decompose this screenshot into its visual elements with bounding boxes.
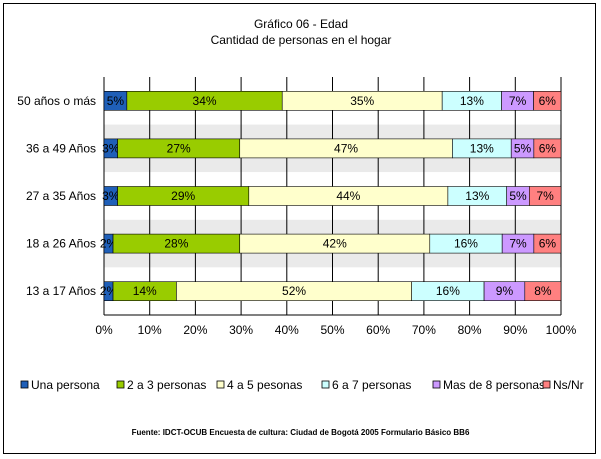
legend-swatch — [432, 380, 441, 389]
data-label: 34% — [193, 94, 217, 108]
data-label: 27% — [167, 141, 191, 155]
chart-subtitle: Cantidad de personas en el hogar — [211, 33, 392, 47]
x-tick-label: 40% — [275, 323, 299, 337]
legend-swatch — [321, 380, 330, 389]
data-label: 13% — [470, 141, 494, 155]
x-tick-label: 10% — [138, 323, 162, 337]
x-tick-label: 50% — [320, 323, 344, 337]
data-label: 16% — [436, 284, 460, 298]
x-tick-label: 0% — [95, 323, 113, 337]
data-label: 7% — [509, 94, 527, 108]
data-label: 44% — [336, 189, 360, 203]
x-tick-label: 60% — [366, 323, 390, 337]
bar-segments: 5% 34% 35% 13% 7% 6% 3% 27% 47% 13% 5% 6% 3% 29% 44% 13… — [100, 91, 562, 302]
bar-segment — [529, 186, 562, 206]
data-label: 3% — [102, 141, 120, 155]
legend-label: 4 a 5 pesonas — [227, 378, 302, 392]
legend-swatch — [116, 380, 125, 389]
legend: Una persona 2 a 3 personas 4 a 5 pesonas 6 … — [20, 378, 584, 392]
data-label: 42% — [323, 237, 347, 251]
legend-swatch — [216, 380, 225, 389]
x-tick-label: 70% — [412, 323, 436, 337]
x-tick-labels: 0% 10% 20% 30% 40% 50% 60% 70% 80% 90% 100% — [95, 323, 576, 337]
data-label: 6% — [539, 141, 557, 155]
bar-segment — [524, 281, 562, 302]
chart-title: Gráfico 06 - Edad — [254, 17, 348, 31]
data-label: 47% — [334, 141, 358, 155]
legend-label: Mas de 8 personas — [443, 378, 545, 392]
category-label: 36 a 49 Años — [26, 141, 96, 155]
data-label: 14% — [133, 284, 157, 298]
bar-segment — [533, 233, 562, 254]
data-label: 16% — [454, 237, 478, 251]
x-tick-label: 20% — [183, 323, 207, 337]
data-label: 5% — [107, 94, 125, 108]
category-labels: 50 años o más 36 a 49 Años 27 a 35 Años 18 … — [17, 94, 96, 298]
data-label: 5% — [509, 189, 527, 203]
data-label: 35% — [350, 94, 374, 108]
category-label: 18 a 26 Años — [26, 237, 96, 251]
bar-segment — [533, 91, 562, 111]
data-label: 13% — [460, 94, 484, 108]
legend-label: 2 a 3 personas — [127, 378, 206, 392]
category-label: 27 a 35 Años — [26, 189, 96, 203]
stacked-bar-chart: Gráfico 06 - Edad Cantidad de personas e… — [17, 17, 584, 392]
data-label: 29% — [171, 189, 195, 203]
legend-swatch — [20, 380, 29, 389]
data-label: 5% — [514, 141, 532, 155]
data-label: 7% — [509, 237, 527, 251]
data-label: 9% — [496, 284, 514, 298]
data-label: 28% — [164, 237, 188, 251]
data-label: 6% — [539, 94, 557, 108]
data-label: 13% — [465, 189, 489, 203]
category-label: 13 a 17 Años — [26, 284, 96, 298]
legend-swatch — [542, 380, 551, 389]
x-tick-label: 100% — [546, 323, 577, 337]
data-label: 6% — [539, 237, 557, 251]
legend-label: 6 a 7 personas — [332, 378, 411, 392]
chart-frame: Gráfico 06 - Edad Cantidad de personas e… — [3, 3, 596, 454]
data-label: 3% — [102, 189, 120, 203]
bar-segment — [533, 138, 562, 159]
data-label: 7% — [536, 189, 554, 203]
source-note: Fuente: IDCT-OCUB Encuesta de cultura: C… — [131, 428, 470, 437]
x-tick-label: 80% — [458, 323, 482, 337]
x-tick-label: 30% — [229, 323, 253, 337]
legend-label: Ns/Nr — [553, 378, 584, 392]
data-label: 8% — [534, 284, 552, 298]
x-tick-label: 90% — [503, 323, 527, 337]
legend-label: Una persona — [31, 378, 100, 392]
category-label: 50 años o más — [17, 94, 96, 108]
data-label: 52% — [282, 284, 306, 298]
